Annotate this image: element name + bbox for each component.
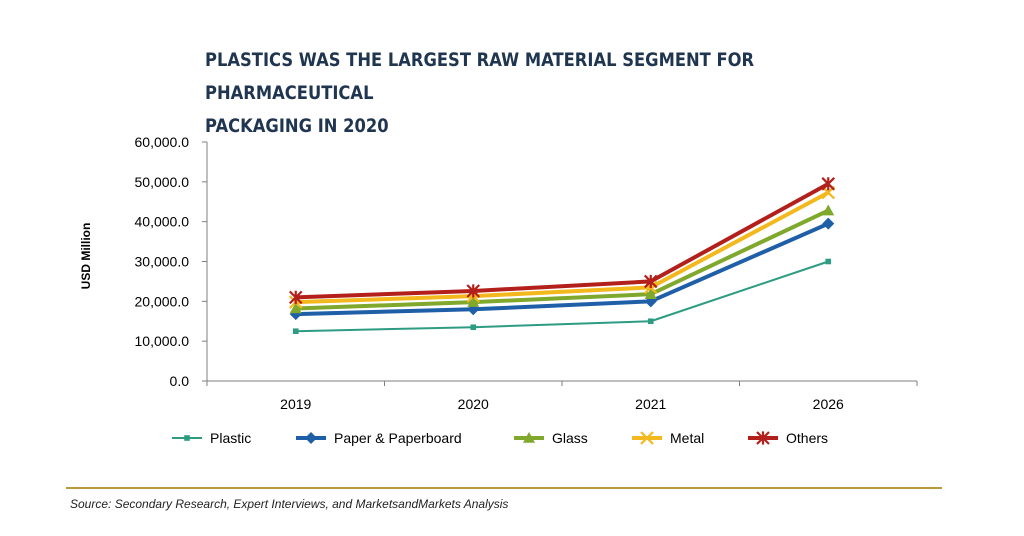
x-tick-label: 2021 [635,396,666,412]
marker-square [292,328,299,335]
legend-label: Metal [670,430,704,446]
x-tick-labels: 2019 2020 2021 2026 [206,381,918,412]
series-line [295,260,829,333]
y-tick-label: 60,000.0 [135,134,190,150]
marker-triangle [289,302,302,314]
y-tick-label: 10,000.0 [135,333,190,349]
marker-star [466,284,481,298]
marker-triangle [467,296,480,307]
legend-item: Metal [632,430,704,446]
series-plastic [292,258,832,335]
y-tick-label: 40,000.0 [135,214,190,230]
chart-title: PLASTICS WAS THE LARGEST RAW MATERIAL SE… [205,49,755,137]
marker-diamond [305,432,317,444]
marker-star [288,290,303,305]
y-tick-label: 20,000.0 [135,293,190,309]
legend-label: Others [786,430,828,446]
series-lines [288,177,836,335]
legend-label: Plastic [210,430,251,446]
legend-label: Glass [552,430,588,446]
marker-square [184,435,190,441]
legend: Plastic Paper & Paperboard Glass Metal Other… [172,430,828,446]
y-tick-label: 30,000.0 [135,254,190,270]
marker-star [756,431,770,445]
source-divider [66,487,942,489]
legend-label: Paper & Paperboard [334,430,462,446]
y-tick-labels: 0.0 10,000.0 20,000.0 30,000.0 40,000.0 50,00… [135,134,207,389]
series-line [295,190,830,305]
legend-item: Paper & Paperboard [296,430,462,446]
legend-item: Glass [514,430,588,446]
y-axis-label: USD Million [79,223,93,290]
marker-x [640,431,654,445]
series-line [295,182,830,300]
marker-triangle [644,288,657,299]
marker-square [470,324,477,331]
marker-square [647,318,654,325]
y-tick-label: 50,000.0 [135,174,190,190]
marker-star [643,274,658,289]
series-others [288,177,836,305]
marker-diamond [822,217,835,230]
series-line [295,221,830,317]
x-tick-label: 2019 [280,396,311,412]
marker-star [821,177,836,191]
marker-triangle [523,432,535,443]
series-glass [289,204,835,314]
x-tick-label: 2026 [813,396,844,412]
y-tick-label: 0.0 [170,373,190,389]
marker-triangle [822,204,835,216]
x-tick-label: 2020 [458,396,489,412]
legend-item: Plastic [172,430,251,446]
source-note: Source: Secondary Research, Expert Inter… [70,497,509,511]
chart-axes [206,142,917,382]
marker-square [825,258,832,265]
legend-item: Others [748,430,828,446]
series-line [295,208,830,311]
